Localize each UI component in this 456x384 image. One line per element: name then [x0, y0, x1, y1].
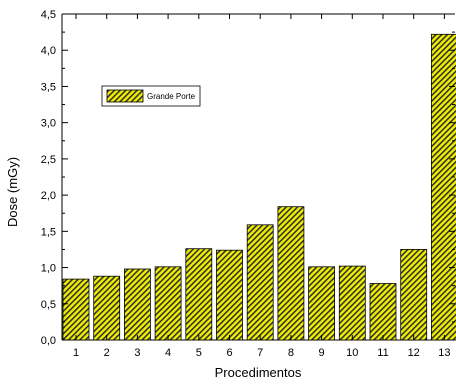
x-tick-label: 2 [104, 347, 110, 359]
bar-10 [338, 265, 366, 341]
bar-13 [430, 33, 456, 341]
x-tick-label: 12 [408, 347, 420, 359]
bar-3 [124, 268, 151, 341]
y-tick-label: 3,0 [41, 118, 56, 130]
bar-11 [369, 283, 397, 341]
y-tick-label: 2,0 [41, 190, 56, 202]
x-axis: 1 2 3 4 5 6 7 8 9 10 11 12 13 [73, 14, 451, 359]
x-tick-label: 6 [226, 347, 232, 359]
y-axis: 0,0 0,5 1,0 1,5 2,0 2,5 3,0 3,5 4,0 4,5 [41, 9, 455, 347]
bar-9 [308, 266, 336, 341]
y-tick-label: 4,0 [41, 45, 56, 57]
x-tick-label: 3 [134, 347, 140, 359]
bar-8 [277, 206, 305, 341]
bar-12 [400, 248, 428, 341]
x-tick-label: 1 [73, 347, 79, 359]
y-tick-label: 2,5 [41, 154, 56, 166]
x-tick-label: 5 [196, 347, 202, 359]
x-tick-label: 9 [319, 347, 325, 359]
bar-7 [246, 224, 274, 341]
bars-group [62, 33, 456, 341]
bar-2 [93, 275, 121, 341]
x-tick-label: 13 [438, 347, 450, 359]
x-tick-label: 10 [346, 347, 358, 359]
bar-6 [216, 249, 243, 341]
x-tick-label: 7 [257, 347, 263, 359]
y-tick-label: 0,0 [41, 335, 56, 347]
bar-4 [154, 266, 182, 341]
y-tick-label: 1,0 [41, 263, 56, 275]
x-axis-title: Procedimentos [215, 365, 302, 380]
y-axis-title: Dose (mGy) [5, 157, 20, 227]
y-tick-label: 4,5 [41, 9, 56, 21]
bar-5 [185, 248, 213, 341]
y-tick-label: 1,5 [41, 226, 56, 238]
bar-1 [62, 278, 90, 341]
y-tick-label: 0,5 [41, 299, 56, 311]
x-tick-label: 11 [377, 347, 388, 359]
legend: Grande Porte [101, 85, 201, 107]
legend-label: Grande Porte [147, 92, 196, 101]
x-tick-label: 8 [288, 347, 294, 359]
y-tick-label: 3,5 [41, 81, 56, 93]
x-tick-label: 4 [165, 347, 171, 359]
legend-swatch [106, 89, 144, 103]
